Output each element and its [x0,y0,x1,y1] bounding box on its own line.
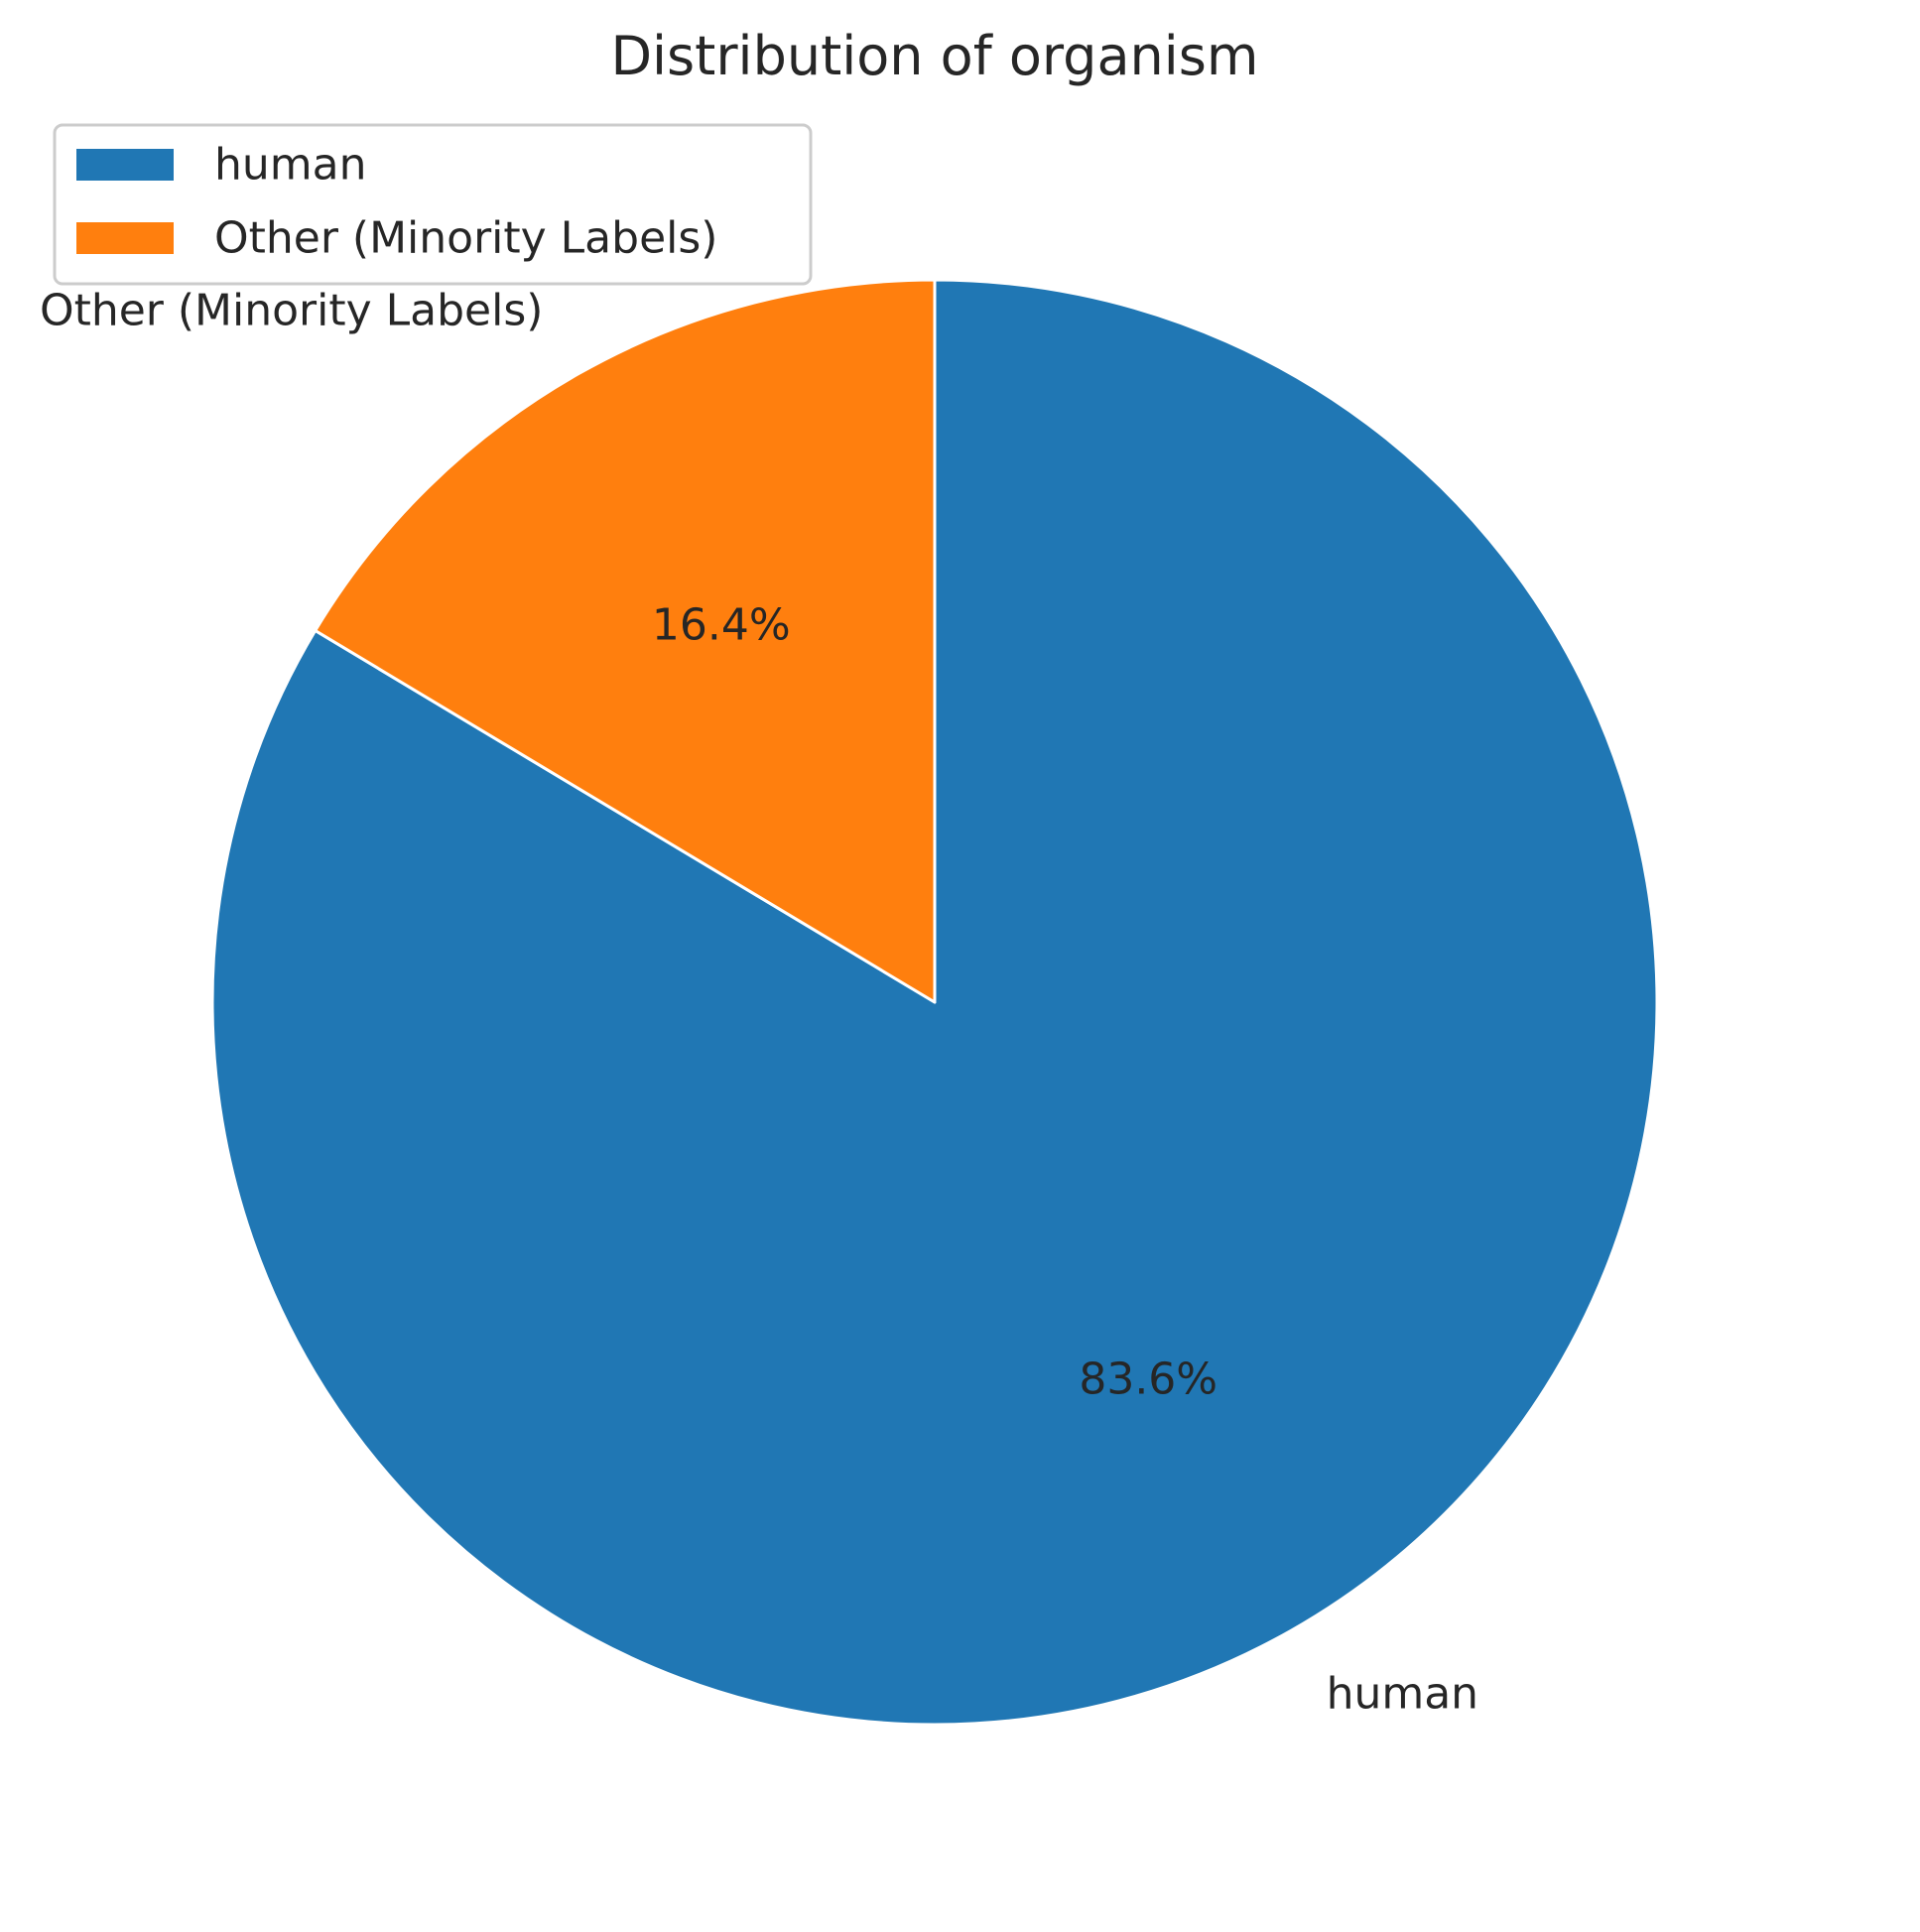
legend: human Other (Minority Labels) [53,123,813,286]
legend-label-human: human [214,140,366,191]
pie-slice-other-minority-labels [314,278,937,1004]
slice-label-other-minority-labels: Other (Minority Labels) [40,286,543,336]
pie-labels: 83.6% human 16.4% Other (Minority Labels) [40,286,1478,1720]
legend-label-other-minority-labels: Other (Minority Labels) [214,213,717,264]
legend-swatch-human [76,149,174,181]
legend-frame [53,123,813,286]
legend-swatch-other-minority-labels [76,222,174,254]
slice-label-human: human [1327,1668,1478,1719]
legend-items: human Other (Minority Labels) [76,140,717,264]
pct-label-human: 83.6% [1079,1354,1217,1405]
pct-label-other-minority-labels: 16.4% [652,599,791,650]
chart-title: Distribution of organism [610,25,1258,87]
pie-slices [210,278,1659,1727]
